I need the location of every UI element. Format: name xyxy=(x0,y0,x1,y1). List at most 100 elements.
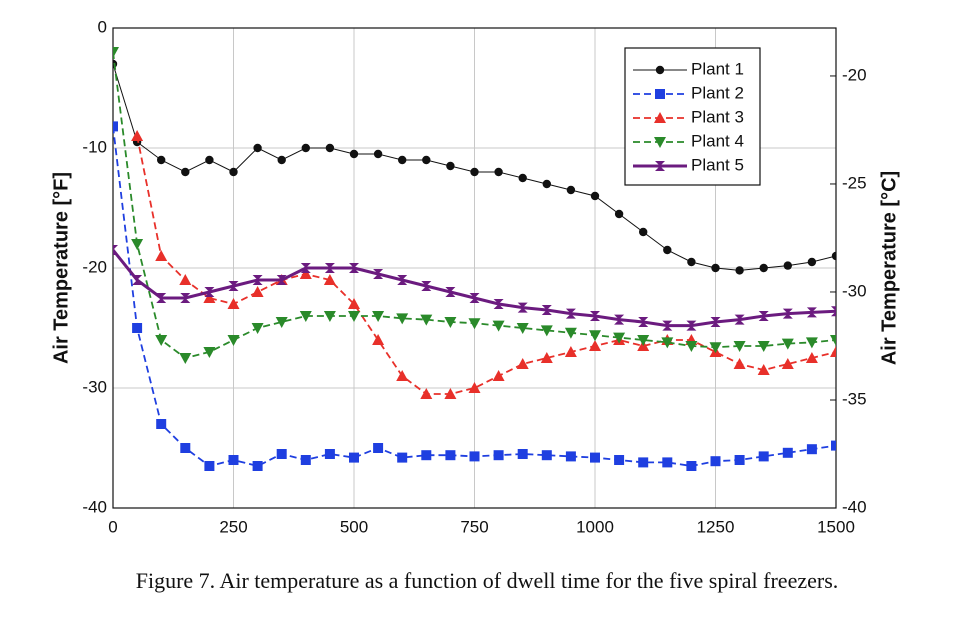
marker xyxy=(494,167,503,177)
marker xyxy=(589,330,601,342)
marker xyxy=(757,364,770,375)
marker xyxy=(469,293,480,303)
marker xyxy=(301,143,310,153)
y-tick-label: -20 xyxy=(82,257,107,276)
y-tick-label: -30 xyxy=(82,377,107,396)
marker xyxy=(662,457,673,468)
marker xyxy=(446,161,455,171)
marker xyxy=(420,314,433,326)
legend-label: Plant 4 xyxy=(691,131,744,150)
marker xyxy=(662,320,673,331)
marker xyxy=(806,444,817,455)
marker xyxy=(540,352,553,363)
x-tick-label: 750 xyxy=(460,517,488,536)
marker xyxy=(518,173,527,183)
marker xyxy=(614,314,625,325)
marker xyxy=(324,263,335,273)
marker xyxy=(492,370,505,381)
marker xyxy=(157,155,166,165)
marker xyxy=(831,440,836,451)
marker xyxy=(614,455,625,465)
marker xyxy=(276,449,287,459)
marker xyxy=(589,340,601,351)
marker xyxy=(421,281,432,291)
marker xyxy=(757,341,770,352)
plot-frame xyxy=(112,27,837,509)
marker xyxy=(203,347,216,358)
marker xyxy=(252,275,263,285)
marker xyxy=(299,268,312,279)
marker xyxy=(614,209,624,219)
marker xyxy=(323,311,336,322)
marker xyxy=(349,452,359,463)
marker xyxy=(638,317,649,327)
marker xyxy=(113,245,118,255)
marker xyxy=(710,456,721,467)
marker xyxy=(639,227,648,237)
marker xyxy=(831,306,836,317)
marker xyxy=(654,137,666,148)
marker xyxy=(323,274,336,285)
marker xyxy=(276,275,287,285)
marker xyxy=(229,167,238,177)
marker xyxy=(541,450,552,461)
marker xyxy=(590,452,600,463)
marker xyxy=(663,245,672,255)
marker xyxy=(685,341,698,352)
marker xyxy=(686,461,697,471)
marker xyxy=(349,263,359,273)
legend-label: Plant 5 xyxy=(691,155,744,174)
marker xyxy=(782,447,793,458)
marker xyxy=(300,455,311,465)
marker xyxy=(565,451,576,462)
x-tick-label: 250 xyxy=(219,517,247,536)
marker xyxy=(445,450,456,461)
marker xyxy=(324,449,335,459)
marker xyxy=(710,317,721,327)
x-tick-label: 1250 xyxy=(697,517,735,536)
y-tick-label: 0 xyxy=(98,17,107,36)
marker xyxy=(396,370,409,381)
marker xyxy=(204,461,215,471)
x-tick-label: 1000 xyxy=(576,517,614,536)
marker xyxy=(805,352,818,363)
marker xyxy=(758,311,769,321)
marker xyxy=(421,450,432,461)
marker xyxy=(637,335,650,346)
marker xyxy=(132,275,143,285)
marker xyxy=(349,149,359,159)
marker xyxy=(155,335,168,346)
marker xyxy=(733,358,746,369)
marker xyxy=(733,341,746,352)
marker xyxy=(613,332,626,344)
marker xyxy=(516,358,529,369)
marker xyxy=(113,121,118,132)
marker xyxy=(806,307,817,318)
marker xyxy=(709,342,722,354)
marker xyxy=(348,298,360,309)
y-tick-label: -40 xyxy=(82,497,107,516)
marker xyxy=(638,457,649,468)
marker xyxy=(180,443,191,453)
marker xyxy=(655,65,665,75)
marker xyxy=(687,257,696,267)
marker xyxy=(422,155,431,165)
marker xyxy=(397,452,408,463)
marker xyxy=(277,155,286,165)
marker xyxy=(807,257,817,267)
marker xyxy=(590,311,600,321)
marker xyxy=(711,263,720,273)
marker xyxy=(253,143,262,153)
y2-tick-label: -30 xyxy=(842,281,867,300)
marker xyxy=(781,338,794,350)
legend-label: Plant 2 xyxy=(691,83,744,102)
marker xyxy=(203,292,216,303)
x-tick-label: 0 xyxy=(108,517,117,536)
marker xyxy=(565,308,576,319)
marker xyxy=(517,302,528,313)
x-tick-label: 1500 xyxy=(817,517,855,536)
y2-tick-label: -35 xyxy=(842,389,867,408)
marker xyxy=(275,317,288,328)
marker xyxy=(179,274,192,285)
